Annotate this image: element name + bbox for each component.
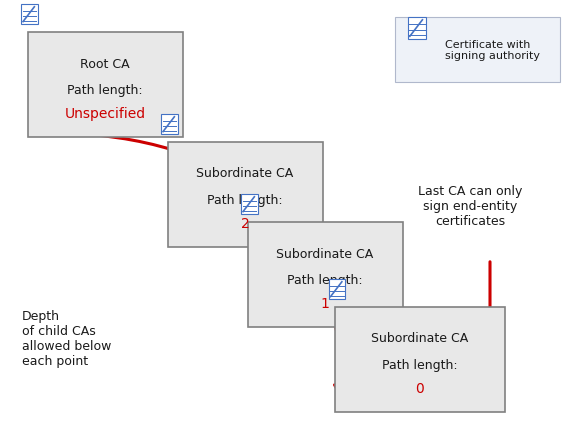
Text: Subordinate CA: Subordinate CA bbox=[276, 247, 373, 260]
Text: Path length:: Path length: bbox=[287, 273, 363, 286]
Text: Depth
of child CAs
allowed below
each point: Depth of child CAs allowed below each po… bbox=[22, 309, 111, 367]
FancyBboxPatch shape bbox=[242, 194, 258, 214]
FancyBboxPatch shape bbox=[27, 32, 182, 137]
Text: 1: 1 bbox=[320, 296, 329, 311]
FancyBboxPatch shape bbox=[168, 142, 323, 247]
FancyBboxPatch shape bbox=[22, 5, 38, 25]
Text: Path length:: Path length: bbox=[67, 83, 143, 97]
FancyBboxPatch shape bbox=[335, 307, 505, 412]
FancyArrowPatch shape bbox=[481, 262, 500, 331]
Text: Unspecified: Unspecified bbox=[64, 107, 145, 121]
Text: 0: 0 bbox=[416, 382, 425, 395]
Text: Certificate with
signing authority: Certificate with signing authority bbox=[445, 40, 540, 61]
Text: Path length:: Path length: bbox=[207, 193, 283, 206]
Text: Last CA can only
sign end-entity
certificates: Last CA can only sign end-entity certifi… bbox=[418, 184, 522, 227]
FancyBboxPatch shape bbox=[408, 17, 426, 40]
FancyArrowPatch shape bbox=[88, 135, 354, 401]
FancyBboxPatch shape bbox=[395, 18, 560, 83]
FancyBboxPatch shape bbox=[247, 222, 402, 327]
Text: Subordinate CA: Subordinate CA bbox=[372, 332, 469, 345]
FancyBboxPatch shape bbox=[161, 115, 178, 134]
Text: Root CA: Root CA bbox=[80, 58, 130, 70]
FancyBboxPatch shape bbox=[329, 279, 345, 299]
Text: 2: 2 bbox=[241, 217, 250, 231]
Text: Subordinate CA: Subordinate CA bbox=[197, 167, 294, 180]
Text: Path length:: Path length: bbox=[382, 358, 458, 371]
